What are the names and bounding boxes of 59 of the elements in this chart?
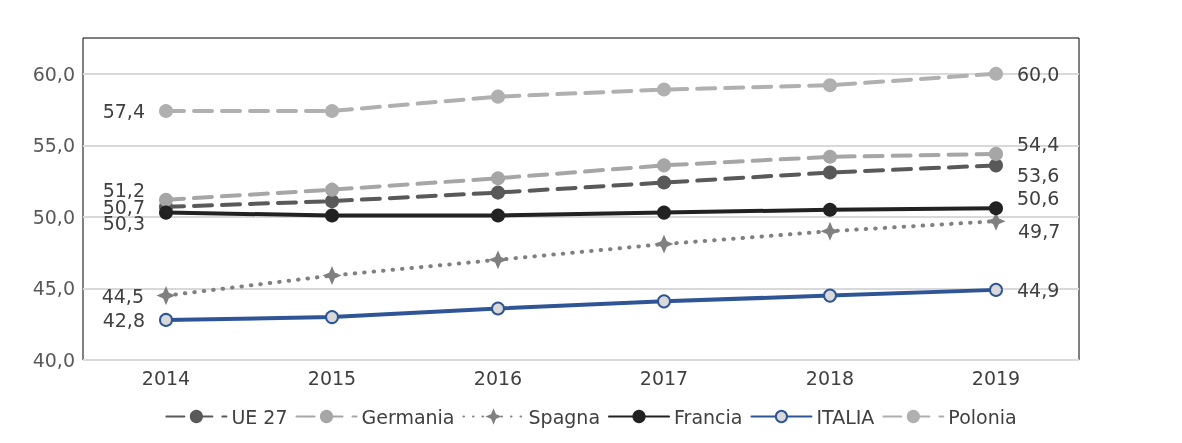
point bbox=[656, 236, 672, 253]
point bbox=[325, 103, 339, 118]
point bbox=[989, 158, 1003, 173]
data-label: 54,4 bbox=[1017, 132, 1060, 155]
x-tick-label: 2018 bbox=[805, 366, 855, 389]
legend-label: Germania bbox=[361, 405, 455, 428]
y-tick-label: 50,0 bbox=[32, 205, 75, 228]
data-label: 57,4 bbox=[102, 99, 145, 122]
point bbox=[324, 267, 340, 284]
y-tick-label: 55,0 bbox=[32, 134, 75, 157]
legend-label: Polonia bbox=[948, 405, 1017, 428]
data-label: 53,6 bbox=[1017, 164, 1060, 187]
point bbox=[491, 185, 505, 200]
point bbox=[491, 171, 505, 186]
point bbox=[989, 66, 1003, 81]
x-tick-label: 2014 bbox=[141, 366, 191, 389]
point bbox=[823, 149, 837, 164]
point bbox=[159, 103, 173, 118]
x-tick-label: 2016 bbox=[473, 366, 523, 389]
y-tick-label: 40,0 bbox=[32, 349, 75, 371]
point bbox=[823, 165, 837, 180]
data-label: 60,0 bbox=[1017, 62, 1060, 85]
data-label: 49,7 bbox=[1018, 220, 1061, 243]
legend-label: Francia bbox=[674, 405, 743, 428]
point bbox=[989, 282, 1003, 297]
point bbox=[988, 213, 1004, 230]
data-label: 42,8 bbox=[102, 308, 145, 331]
data-label: 50,6 bbox=[1017, 187, 1060, 210]
x-tick-label: 2019 bbox=[971, 366, 1021, 389]
point bbox=[491, 89, 505, 104]
point bbox=[491, 208, 505, 223]
point bbox=[325, 310, 339, 325]
point bbox=[325, 194, 339, 209]
point bbox=[657, 158, 671, 173]
legend-label: UE 27 bbox=[231, 405, 288, 428]
x-tick-label: 2017 bbox=[639, 366, 689, 389]
point bbox=[823, 288, 837, 303]
point bbox=[158, 287, 174, 304]
point bbox=[657, 205, 671, 220]
point bbox=[657, 294, 671, 309]
data-label: 44,5 bbox=[101, 284, 144, 307]
point bbox=[657, 82, 671, 97]
point bbox=[159, 312, 173, 327]
legend-label: ITALIA bbox=[816, 405, 875, 428]
point bbox=[325, 208, 339, 223]
point bbox=[657, 175, 671, 190]
y-tick-label: 45,0 bbox=[32, 277, 75, 300]
point bbox=[989, 201, 1003, 216]
point bbox=[490, 251, 506, 268]
point bbox=[823, 202, 837, 217]
data-label: 44,9 bbox=[1017, 278, 1060, 301]
point bbox=[822, 223, 838, 240]
point bbox=[823, 78, 837, 93]
point bbox=[491, 301, 505, 316]
x-tick-label: 2015 bbox=[307, 366, 357, 389]
y-tick-label: 60,0 bbox=[32, 62, 75, 85]
point bbox=[989, 146, 1003, 161]
legend-label: Spagna bbox=[528, 405, 601, 428]
point bbox=[325, 182, 339, 197]
